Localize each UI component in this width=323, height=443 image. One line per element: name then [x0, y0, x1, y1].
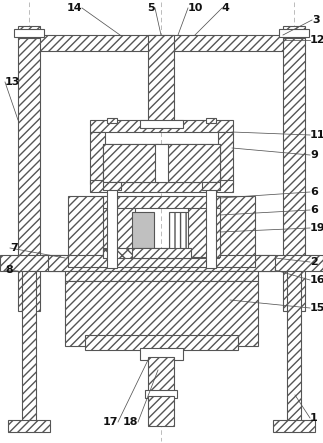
Bar	[283, 26, 305, 38]
Bar	[145, 390, 177, 398]
Bar	[132, 212, 154, 250]
Text: 2: 2	[310, 257, 318, 267]
Bar	[90, 120, 233, 132]
Bar	[206, 118, 216, 123]
Bar	[287, 271, 301, 421]
Text: 1: 1	[310, 413, 318, 423]
Bar	[132, 248, 191, 258]
Bar	[206, 188, 216, 268]
Bar	[155, 144, 168, 182]
Bar	[103, 248, 219, 258]
Bar	[103, 196, 220, 208]
Bar	[148, 35, 174, 123]
Text: 10: 10	[188, 3, 203, 13]
Bar	[68, 255, 255, 267]
Bar	[107, 118, 117, 123]
Bar	[48, 255, 275, 271]
Bar	[103, 144, 158, 182]
Bar	[103, 205, 135, 257]
Text: 12: 12	[310, 35, 323, 45]
Text: 4: 4	[222, 3, 230, 13]
Bar	[258, 255, 323, 271]
Bar	[188, 205, 220, 257]
Bar	[8, 420, 50, 432]
Text: 15: 15	[310, 303, 323, 313]
Bar	[107, 188, 117, 268]
Bar	[18, 26, 40, 38]
Text: 18: 18	[122, 417, 138, 427]
Bar	[65, 271, 258, 281]
Text: 9: 9	[310, 150, 318, 160]
Bar	[103, 144, 220, 182]
Bar	[140, 348, 183, 360]
Bar	[68, 196, 106, 258]
Text: 5: 5	[147, 3, 155, 13]
Bar	[103, 182, 121, 190]
Bar	[140, 120, 183, 128]
Bar	[218, 132, 233, 184]
Bar	[217, 196, 255, 258]
Bar	[202, 182, 220, 190]
Text: 7: 7	[10, 243, 18, 253]
Text: 11: 11	[310, 130, 323, 140]
Bar	[85, 335, 238, 350]
Bar	[148, 357, 174, 392]
Bar	[22, 271, 36, 421]
Bar	[22, 35, 301, 51]
Bar	[65, 281, 258, 346]
Text: 6: 6	[310, 187, 318, 197]
Bar	[169, 212, 191, 250]
Text: 14: 14	[66, 3, 82, 13]
Bar	[90, 180, 233, 192]
Bar	[273, 420, 315, 432]
Bar	[165, 144, 220, 182]
Text: 13: 13	[5, 77, 20, 87]
Bar	[90, 132, 105, 184]
Bar	[283, 35, 305, 311]
Text: 16: 16	[310, 275, 323, 285]
Text: 19: 19	[310, 223, 323, 233]
Text: 3: 3	[312, 15, 320, 25]
Bar	[279, 29, 309, 37]
Text: 8: 8	[5, 265, 13, 275]
Bar	[18, 35, 40, 311]
Bar	[14, 29, 44, 37]
Bar	[0, 255, 65, 271]
Text: 6: 6	[310, 205, 318, 215]
Text: 17: 17	[102, 417, 118, 427]
Bar	[148, 396, 174, 426]
